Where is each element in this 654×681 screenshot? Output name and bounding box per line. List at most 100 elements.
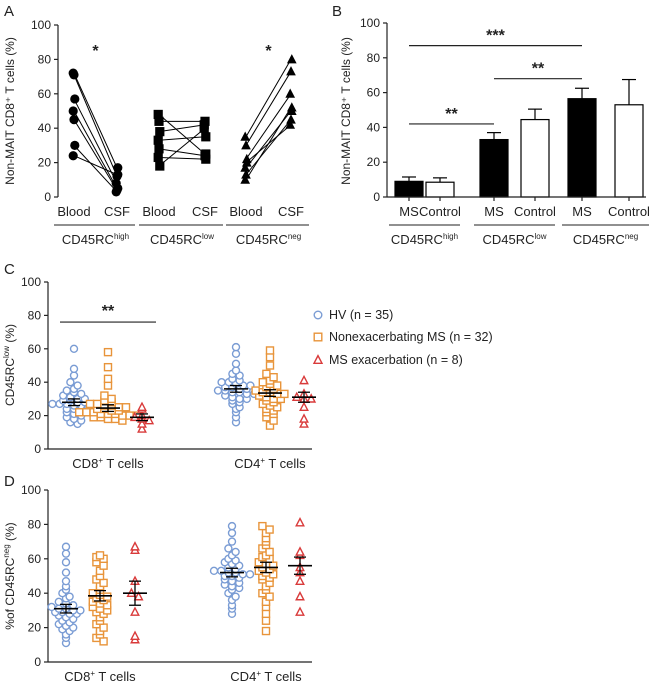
b-x-label: MS bbox=[399, 204, 419, 219]
a-group-label: CD45RClow bbox=[150, 232, 214, 247]
c-category-label-suffix: T cells bbox=[265, 456, 306, 471]
d-data-point bbox=[227, 521, 237, 531]
d-y-tick-label: 20 bbox=[28, 621, 42, 635]
b-significance-label: ** bbox=[445, 106, 458, 123]
c-y-axis-label-base: CD45RC bbox=[3, 358, 17, 406]
legend-marker bbox=[313, 332, 323, 342]
c-data-point bbox=[137, 423, 147, 433]
c-data-point bbox=[231, 349, 241, 359]
b-y-tick-label: 0 bbox=[373, 190, 380, 204]
b-significance-label: ** bbox=[532, 61, 545, 78]
c-data-point bbox=[299, 413, 309, 423]
d-data-point bbox=[133, 590, 144, 601]
legend-label: MS exacerbation (n = 8) bbox=[329, 353, 463, 367]
d-data-point bbox=[61, 549, 71, 558]
c-y-tick-label: 40 bbox=[28, 375, 42, 389]
b-x-label: MS bbox=[572, 204, 592, 219]
c-data-point bbox=[280, 389, 289, 399]
a-y-tick-label: 0 bbox=[44, 190, 51, 204]
c-data-point bbox=[66, 378, 75, 387]
c-data-point bbox=[299, 401, 309, 412]
a-group-label-base: CD45RC bbox=[62, 232, 114, 247]
a-y-tick-label: 20 bbox=[38, 156, 52, 170]
a-csf-point bbox=[113, 170, 123, 180]
c-data-point bbox=[103, 374, 113, 384]
a-blood-point bbox=[68, 106, 78, 116]
c-data-point bbox=[82, 408, 91, 417]
d-data-point bbox=[224, 544, 233, 553]
d-data-point bbox=[265, 525, 274, 534]
d-data-point bbox=[61, 558, 71, 567]
c-data-point bbox=[265, 352, 275, 362]
a-csf-point bbox=[285, 88, 296, 98]
a-blood-point bbox=[69, 115, 79, 125]
a-group-label-sup: high bbox=[114, 232, 129, 241]
d-data-point bbox=[261, 616, 271, 625]
d-y-axis-label-suffix: (%) bbox=[3, 522, 17, 544]
a-csf-point bbox=[113, 163, 123, 173]
panel-b: B 0 20 40 60 80 100 Non-MAIT CD8⁺ T cells (%) MS… bbox=[332, 3, 650, 247]
c-data-point bbox=[114, 403, 124, 412]
d-data-point bbox=[227, 528, 237, 538]
a-blood-point bbox=[241, 140, 251, 150]
c-category-label-sup: + bbox=[98, 456, 103, 465]
b-y-tick-label: 100 bbox=[360, 16, 380, 30]
d-data-point bbox=[99, 637, 108, 646]
d-data-point bbox=[95, 551, 105, 560]
b-y-tick-label: 20 bbox=[367, 155, 381, 169]
c-data-point bbox=[121, 403, 131, 412]
d-data-point bbox=[102, 592, 112, 601]
a-csf-point bbox=[201, 132, 211, 142]
d-data-point bbox=[99, 623, 108, 632]
d-data-point bbox=[130, 541, 140, 551]
b-group: MS Control CD45RCneg bbox=[562, 78, 650, 247]
c-data-point bbox=[306, 393, 317, 403]
a-blood-point bbox=[240, 162, 251, 172]
b-x-label: Control bbox=[419, 204, 461, 219]
legend-label: Nonexacerbating MS (n = 32) bbox=[329, 330, 493, 344]
d-data-point bbox=[130, 606, 140, 616]
c-y-tick-label: 0 bbox=[34, 442, 41, 456]
a-csf-point bbox=[199, 123, 209, 133]
c-data-point bbox=[299, 374, 309, 385]
a-pair-line bbox=[245, 119, 292, 175]
b-bar bbox=[520, 118, 550, 198]
b-group-label-sup: low bbox=[535, 232, 547, 241]
a-significance: * bbox=[265, 43, 272, 60]
b-significance-label: *** bbox=[486, 28, 505, 45]
legend-label: HV (n = 35) bbox=[329, 308, 393, 322]
panel-letter: A bbox=[4, 3, 14, 20]
d-y-tick-label: 40 bbox=[28, 586, 42, 600]
a-pair-line bbox=[73, 145, 118, 193]
a-x-label: Blood bbox=[142, 204, 175, 219]
c-significance-label: ** bbox=[102, 303, 115, 320]
c-category-label: CD8+ T cells bbox=[72, 456, 144, 471]
c-data-point bbox=[269, 372, 278, 382]
legend-item: HV (n = 35) bbox=[313, 308, 393, 322]
d-category-label-suffix: T cells bbox=[261, 669, 302, 681]
d-data-point bbox=[295, 590, 305, 601]
c-category-label-base: CD4 bbox=[234, 456, 260, 471]
a-blood-point bbox=[153, 135, 163, 145]
d-data-point bbox=[227, 537, 237, 546]
d-data-point bbox=[68, 601, 78, 610]
a-blood-point bbox=[70, 94, 80, 104]
c-data-point bbox=[103, 347, 113, 357]
a-y-tick-label: 80 bbox=[38, 52, 52, 66]
panel-a: A 0 20 40 60 80 100 Non-MAIT CD8⁺ T cells (%) Bl… bbox=[3, 3, 309, 247]
a-group-label: CD45RChigh bbox=[62, 232, 129, 247]
c-y-axis-label-suffix: (%) bbox=[3, 324, 17, 346]
d-category-label-suffix: T cells bbox=[95, 669, 136, 681]
b-y-axis-label: Non-MAIT CD8⁺ T cells (%) bbox=[339, 37, 353, 185]
d-y-axis-label-base: %of CD45RC bbox=[3, 557, 17, 629]
c-data-point bbox=[100, 391, 109, 400]
a-csf-point bbox=[286, 114, 296, 124]
d-data-point bbox=[61, 576, 71, 586]
a-x-label: CSF bbox=[192, 204, 218, 219]
panel-letter: B bbox=[332, 3, 342, 20]
d-y-tick-label: 100 bbox=[21, 483, 41, 497]
a-blood-point bbox=[241, 157, 252, 167]
a-pair-line bbox=[73, 98, 118, 184]
